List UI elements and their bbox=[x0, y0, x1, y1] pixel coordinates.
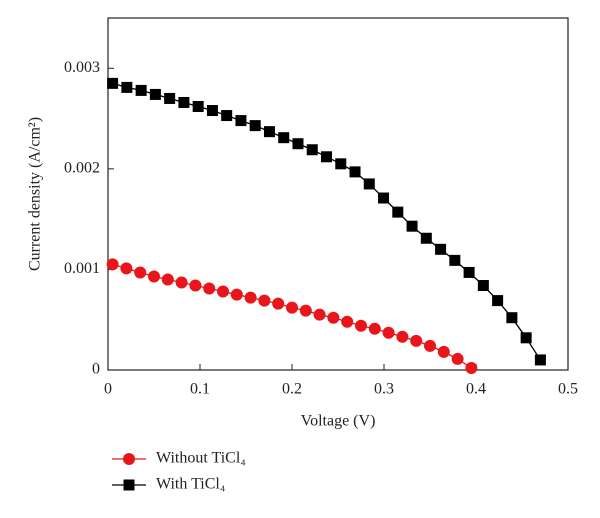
legend-label: With TiCl₄ bbox=[156, 476, 226, 493]
data-point bbox=[120, 262, 133, 275]
data-point bbox=[235, 115, 247, 127]
data-point bbox=[263, 126, 275, 138]
x-tick-label: 0.4 bbox=[466, 381, 486, 398]
data-point bbox=[506, 312, 518, 324]
data-point bbox=[106, 258, 119, 271]
data-point bbox=[203, 282, 216, 295]
data-point bbox=[221, 110, 233, 122]
data-point bbox=[148, 270, 160, 283]
data-point bbox=[368, 322, 381, 335]
y-tick-label: 0.002 bbox=[64, 160, 100, 177]
data-point bbox=[121, 81, 133, 93]
data-point bbox=[492, 295, 504, 307]
data-point bbox=[299, 304, 312, 317]
data-point bbox=[206, 105, 218, 117]
data-point bbox=[249, 120, 261, 132]
data-point bbox=[451, 352, 464, 365]
data-point bbox=[335, 158, 347, 170]
data-point bbox=[134, 266, 147, 279]
x-axis-label: Voltage (V) bbox=[301, 413, 376, 430]
data-point bbox=[292, 138, 304, 150]
legend-marker bbox=[123, 453, 135, 465]
data-point bbox=[244, 291, 257, 304]
data-point bbox=[534, 354, 546, 366]
data-point bbox=[378, 192, 390, 204]
data-point bbox=[465, 361, 478, 374]
data-point bbox=[410, 334, 423, 347]
data-point bbox=[437, 345, 450, 358]
data-point bbox=[161, 273, 174, 286]
data-point bbox=[272, 297, 285, 310]
data-point bbox=[313, 308, 326, 321]
data-point bbox=[396, 330, 409, 343]
data-point bbox=[363, 178, 375, 190]
data-point bbox=[107, 77, 119, 89]
data-point bbox=[189, 279, 202, 292]
data-point bbox=[435, 243, 447, 255]
data-point bbox=[424, 339, 436, 352]
data-point bbox=[135, 84, 147, 96]
data-point bbox=[230, 288, 243, 301]
data-point bbox=[217, 285, 229, 298]
y-axis-label: Current density (A/cm²) bbox=[27, 117, 44, 271]
data-point bbox=[164, 92, 176, 104]
x-tick-label: 0.5 bbox=[558, 381, 578, 398]
data-point bbox=[406, 220, 418, 232]
series-line bbox=[112, 82, 541, 361]
data-point bbox=[520, 332, 532, 344]
x-tick-label: 0.2 bbox=[282, 381, 302, 398]
data-point bbox=[278, 132, 290, 144]
data-point bbox=[306, 144, 318, 156]
y-tick-label: 0.001 bbox=[64, 260, 100, 277]
data-point bbox=[175, 276, 188, 289]
data-point bbox=[355, 319, 367, 332]
x-tick-label: 0.3 bbox=[374, 381, 394, 398]
plot-frame bbox=[107, 17, 569, 371]
data-point bbox=[449, 254, 461, 266]
y-tick-label: 0 bbox=[92, 361, 100, 378]
legend-marker bbox=[123, 479, 135, 491]
data-point bbox=[341, 315, 354, 328]
x-tick-label: 0.1 bbox=[190, 381, 210, 398]
data-point bbox=[420, 232, 432, 244]
data-point bbox=[149, 88, 161, 100]
y-tick-label: 0.003 bbox=[64, 59, 100, 76]
data-point bbox=[327, 311, 340, 324]
data-point bbox=[382, 326, 395, 339]
data-point bbox=[286, 301, 298, 314]
data-point bbox=[321, 151, 332, 163]
data-point bbox=[349, 166, 361, 178]
data-point bbox=[178, 96, 190, 108]
data-point bbox=[463, 266, 475, 278]
data-point bbox=[392, 206, 404, 218]
x-tick-label: 0 bbox=[104, 381, 112, 398]
data-point bbox=[192, 101, 204, 113]
data-point bbox=[477, 280, 489, 292]
data-point bbox=[258, 294, 271, 307]
legend-label: Without TiCl₄ bbox=[156, 450, 246, 467]
